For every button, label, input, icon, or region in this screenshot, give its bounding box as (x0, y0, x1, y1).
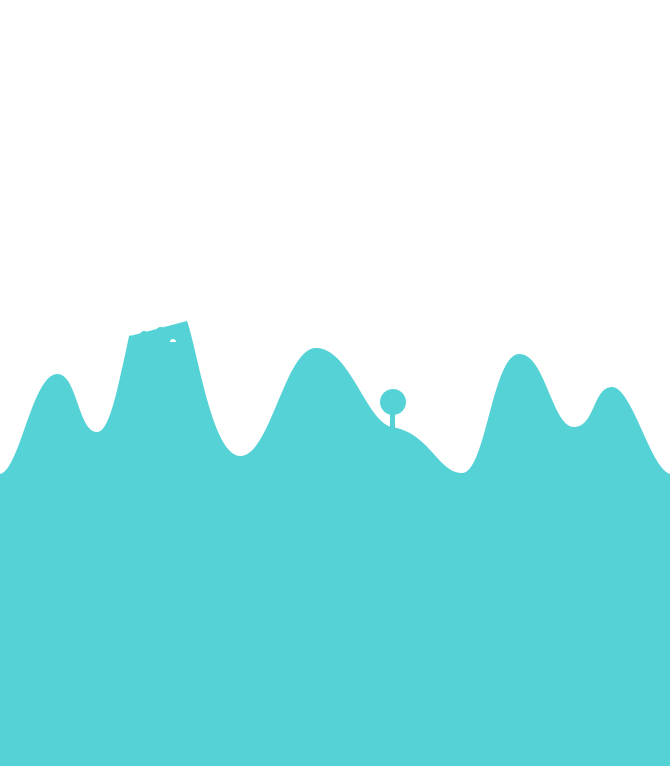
tree (380, 389, 406, 430)
castle-silhouette (120, 321, 200, 380)
castle-window (170, 339, 176, 342)
hills-terrain (0, 321, 670, 766)
castle-body (120, 321, 200, 380)
tree-crown (380, 389, 406, 415)
